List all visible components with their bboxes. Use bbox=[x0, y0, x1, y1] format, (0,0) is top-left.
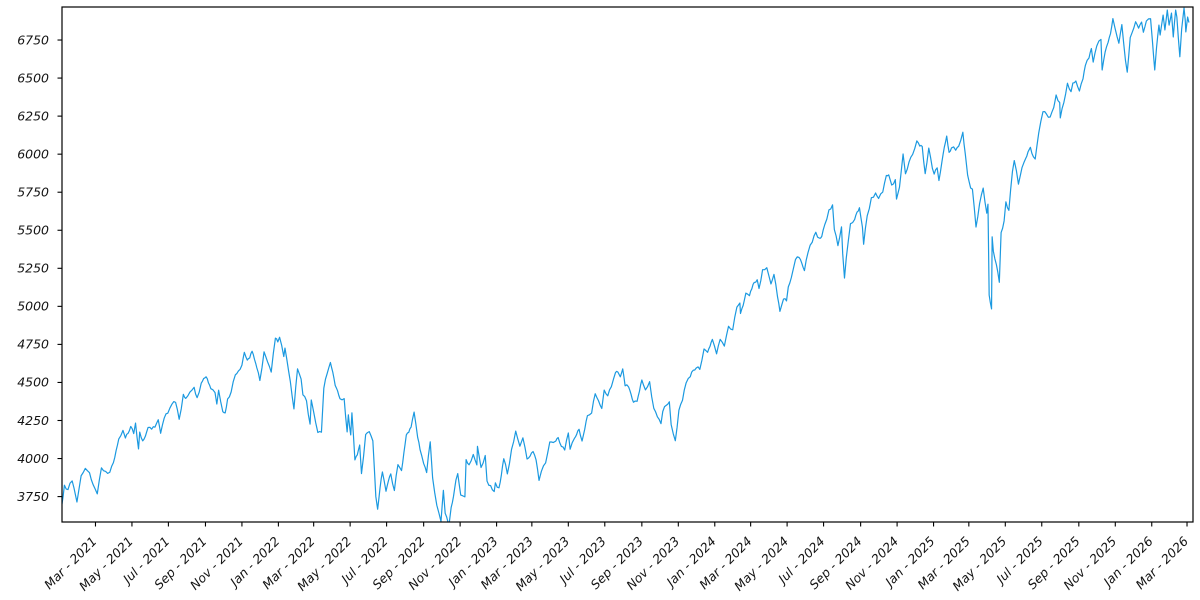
y-tick-label: 3750 bbox=[17, 489, 49, 504]
price-line-series bbox=[62, 7, 1190, 522]
y-tick-label: 5000 bbox=[17, 299, 49, 314]
y-tick-label: 6000 bbox=[17, 146, 49, 161]
y-tick-label: 6500 bbox=[17, 70, 49, 85]
y-tick-label: 4750 bbox=[17, 337, 49, 352]
y-tick-label: 5250 bbox=[17, 261, 49, 276]
y-tick-label: 5750 bbox=[17, 185, 49, 200]
y-tick-label: 4250 bbox=[17, 413, 49, 428]
y-axis-ticks: 3750 4000 4250 4500 4750 5000 5250 5500 5750 6000… bbox=[17, 32, 62, 504]
plot-area-border bbox=[61, 6, 1194, 523]
y-tick-label: 4000 bbox=[17, 451, 49, 466]
y-tick-label: 6250 bbox=[17, 108, 49, 123]
y-tick-label: 4500 bbox=[17, 375, 49, 390]
y-tick-label: 5500 bbox=[17, 223, 49, 238]
price-line bbox=[62, 7, 1190, 522]
y-tick-label: 6750 bbox=[17, 32, 49, 47]
